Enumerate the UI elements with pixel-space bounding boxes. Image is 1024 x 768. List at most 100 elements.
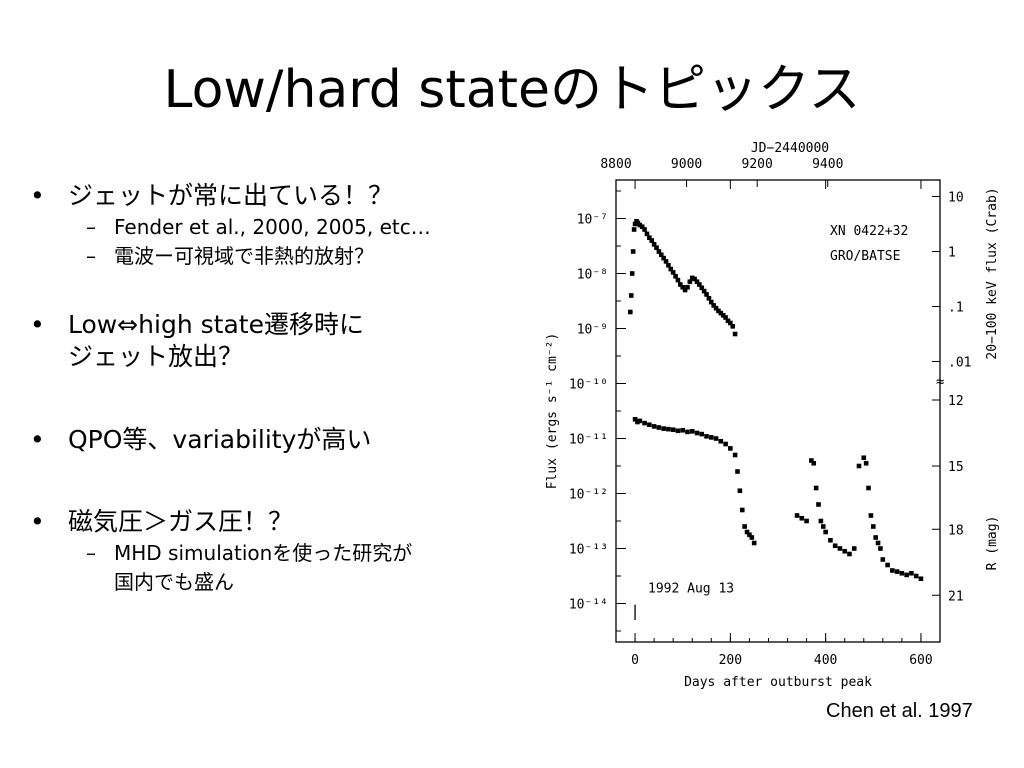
optical-point: [744, 529, 750, 535]
y-tick-label: 10⁻⁸: [577, 268, 608, 283]
sub-marker: –: [86, 243, 96, 268]
hard-xray-point: [732, 331, 738, 337]
optical-late-point: [894, 569, 900, 574]
optical-point: [656, 425, 662, 430]
optical-late-point: [878, 546, 883, 551]
sub-bullet-4-1: – MHD simulationを使った研究が 国内でも盛ん: [28, 539, 528, 597]
hard-xray-point: [631, 227, 637, 232]
optical-point: [637, 418, 643, 424]
optical-point: [718, 438, 724, 444]
hard-xray-point: [680, 284, 686, 290]
right-tick-label-crab: .01: [948, 356, 971, 371]
bullet-4: • 磁気圧＞ガス圧！？: [28, 506, 528, 539]
bullet-list: • ジェットが常に出ている！？ – Fender et al., 2000, 2…: [28, 180, 528, 597]
hard-xray-point: [725, 318, 731, 324]
right-tick-label-crab: 10: [948, 191, 964, 206]
optical-point: [713, 436, 719, 441]
light-curve-chart: 0 200 400 600 Days after outburst peak 8800 90…: [545, 141, 1000, 690]
right-tick-label-crab: 1: [948, 246, 956, 261]
optical-point: [704, 434, 709, 439]
hard-xray-point: [704, 292, 709, 297]
right-tick-label-mag: 15: [948, 460, 964, 475]
x-tick-label: 400: [814, 653, 837, 668]
bullet-2-text: Low⇔high state遷移時に: [68, 309, 364, 339]
hard-xray-point: [728, 320, 733, 326]
hard-xray-point: [627, 309, 633, 315]
top-axis-label: JD−2440000: [751, 141, 829, 156]
optical-point: [723, 441, 728, 447]
optical-late-point: [813, 485, 819, 491]
hard-xray-point: [689, 275, 695, 281]
right-axis-label-mag: R (mag): [985, 516, 1000, 571]
optical-late-point: [842, 548, 848, 554]
x-tick-label: 0: [631, 653, 639, 668]
sub-bullet-1-2: – 電波ー可視域で非熱的放射？: [28, 242, 528, 271]
top-tick-label: 8800: [600, 157, 631, 172]
bullet-4-text: 磁気圧＞ガス圧！？: [68, 507, 294, 536]
hard-xray-point: [692, 276, 697, 282]
hard-xray-point: [661, 255, 666, 261]
optical-late-point: [899, 570, 905, 576]
bullet-3-text: QPO等、variabilityが高い: [68, 424, 372, 454]
optical-point: [642, 420, 647, 426]
hard-xray-point: [687, 279, 693, 285]
sub-bullet-4-1-text-line2: 国内でも盛ん: [114, 569, 234, 594]
hard-xray-point: [670, 270, 676, 275]
hard-xray-point: [713, 305, 719, 311]
optical-late-point: [885, 562, 890, 568]
optical-late-point: [873, 535, 878, 540]
sub-bullet-1-1: – Fender et al., 2000, 2005, etc…: [28, 213, 528, 242]
optical-late-point: [863, 460, 869, 466]
hard-xray-point: [682, 287, 688, 293]
right-tick-label-mag: 12: [948, 394, 964, 409]
optical-point: [747, 532, 752, 538]
y-tick-label: 10⁻¹³: [569, 543, 608, 558]
optical-late-point: [861, 455, 867, 461]
axis-break-mark: ≈: [936, 374, 944, 390]
optical-point: [675, 428, 681, 434]
hard-xray-point: [699, 285, 705, 291]
bullet-1: • ジェットが常に出ている！？: [28, 180, 528, 213]
sub-bullet-4-1-text: MHD simulationを使った研究が: [114, 540, 413, 565]
hard-xray-point: [656, 249, 662, 254]
hard-xray-point: [694, 279, 700, 285]
hard-xray-point: [668, 266, 674, 272]
y-tick-label: 10⁻¹²: [569, 488, 608, 503]
bullet-1-text: ジェットが常に出ている！？: [68, 181, 394, 210]
x-tick-label: 600: [909, 653, 932, 668]
annotation-instrument: GRO/BATSE: [830, 249, 900, 264]
hard-xray-point: [706, 295, 712, 301]
figure-caption: Chen et al. 1997: [826, 700, 973, 722]
optical-point: [694, 430, 700, 436]
hard-xray-point: [644, 231, 650, 237]
optical-point: [661, 426, 666, 431]
optical-point: [632, 416, 638, 422]
top-tick-label: 9200: [742, 157, 773, 172]
optical-late-point: [890, 568, 895, 573]
optical-late-point: [847, 551, 852, 557]
hard-xray-point: [697, 282, 702, 287]
hard-xray-point: [675, 277, 681, 283]
bullet-marker: •: [30, 181, 45, 210]
hard-xray-point: [730, 324, 736, 329]
right-tick-label-mag: 18: [948, 523, 964, 538]
optical-point: [689, 429, 695, 434]
hard-xray-point: [658, 252, 664, 258]
optical-point: [735, 469, 740, 474]
optical-late-point: [828, 537, 833, 543]
optical-late-point: [818, 518, 824, 524]
optical-point: [739, 507, 745, 513]
y-tick-label: 10⁻¹⁴: [569, 598, 608, 613]
y-tick-label: 10⁻¹⁰: [569, 378, 608, 393]
top-tick-label: 9400: [812, 157, 843, 172]
x-tick-label: 200: [719, 653, 742, 668]
optical-late-point: [837, 546, 843, 551]
optical-late-point: [832, 543, 838, 549]
optical-point: [732, 452, 738, 458]
right-tick-label-mag: 21: [948, 589, 964, 604]
hard-xray-point: [654, 245, 659, 250]
sub-marker: –: [86, 214, 96, 239]
optical-late-point: [856, 463, 862, 469]
optical-late-point: [880, 557, 886, 562]
hard-xray-point: [649, 238, 655, 243]
